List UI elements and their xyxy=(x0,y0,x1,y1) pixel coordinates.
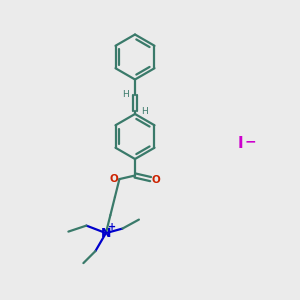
Text: N: N xyxy=(101,226,111,240)
Text: O: O xyxy=(152,175,160,185)
Text: O: O xyxy=(110,173,118,184)
Text: I: I xyxy=(237,136,243,152)
Text: −: − xyxy=(245,135,256,148)
Text: H: H xyxy=(122,90,129,99)
Text: +: + xyxy=(108,221,117,232)
Text: H: H xyxy=(141,106,148,116)
